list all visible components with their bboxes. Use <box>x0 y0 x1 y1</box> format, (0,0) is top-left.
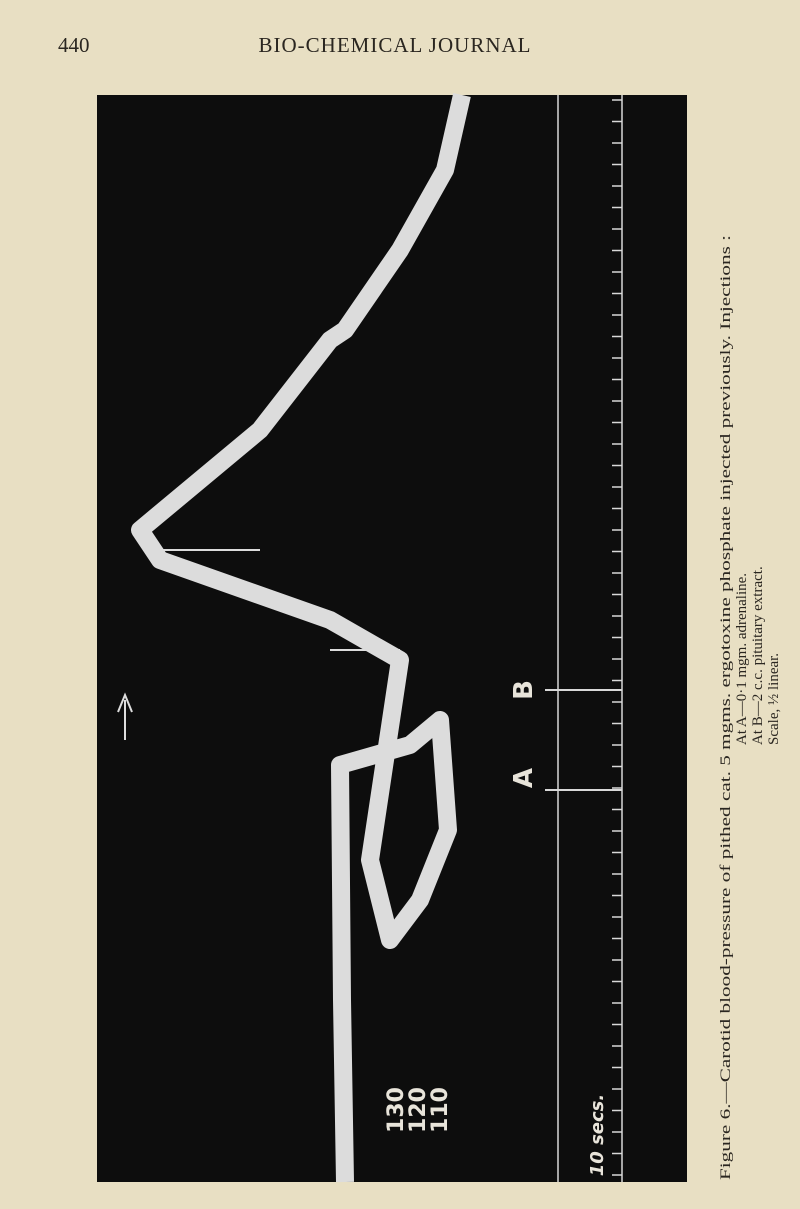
caption-line: At B—2 c.c. pituitary extract. <box>750 566 766 745</box>
marker-label: B <box>509 680 539 700</box>
caption-line: At A—0·1 mgm. adrenaline. <box>734 573 750 745</box>
scale-label: 120 <box>406 1087 431 1133</box>
marker-label: A <box>509 768 539 788</box>
caption: Figure 6.—Carotid blood-pressure of pith… <box>718 235 782 1180</box>
time-ticks <box>612 99 622 1176</box>
running-title: BIO-CHEMICAL JOURNAL <box>259 33 532 57</box>
pressure-trace <box>131 93 471 1183</box>
caption-line: Scale, ½ linear. <box>766 653 782 745</box>
scale-label: 130 <box>384 1087 409 1133</box>
scale-label: 110 <box>428 1087 453 1133</box>
figure: A B 130 120 110 10 secs. <box>97 93 687 1183</box>
arrow <box>117 692 133 740</box>
page-number: 440 <box>58 33 90 57</box>
time-scale-label: 10 secs. <box>587 1094 608 1176</box>
caption-line: Figure 6.—Carotid blood-pressure of pith… <box>718 235 734 1180</box>
